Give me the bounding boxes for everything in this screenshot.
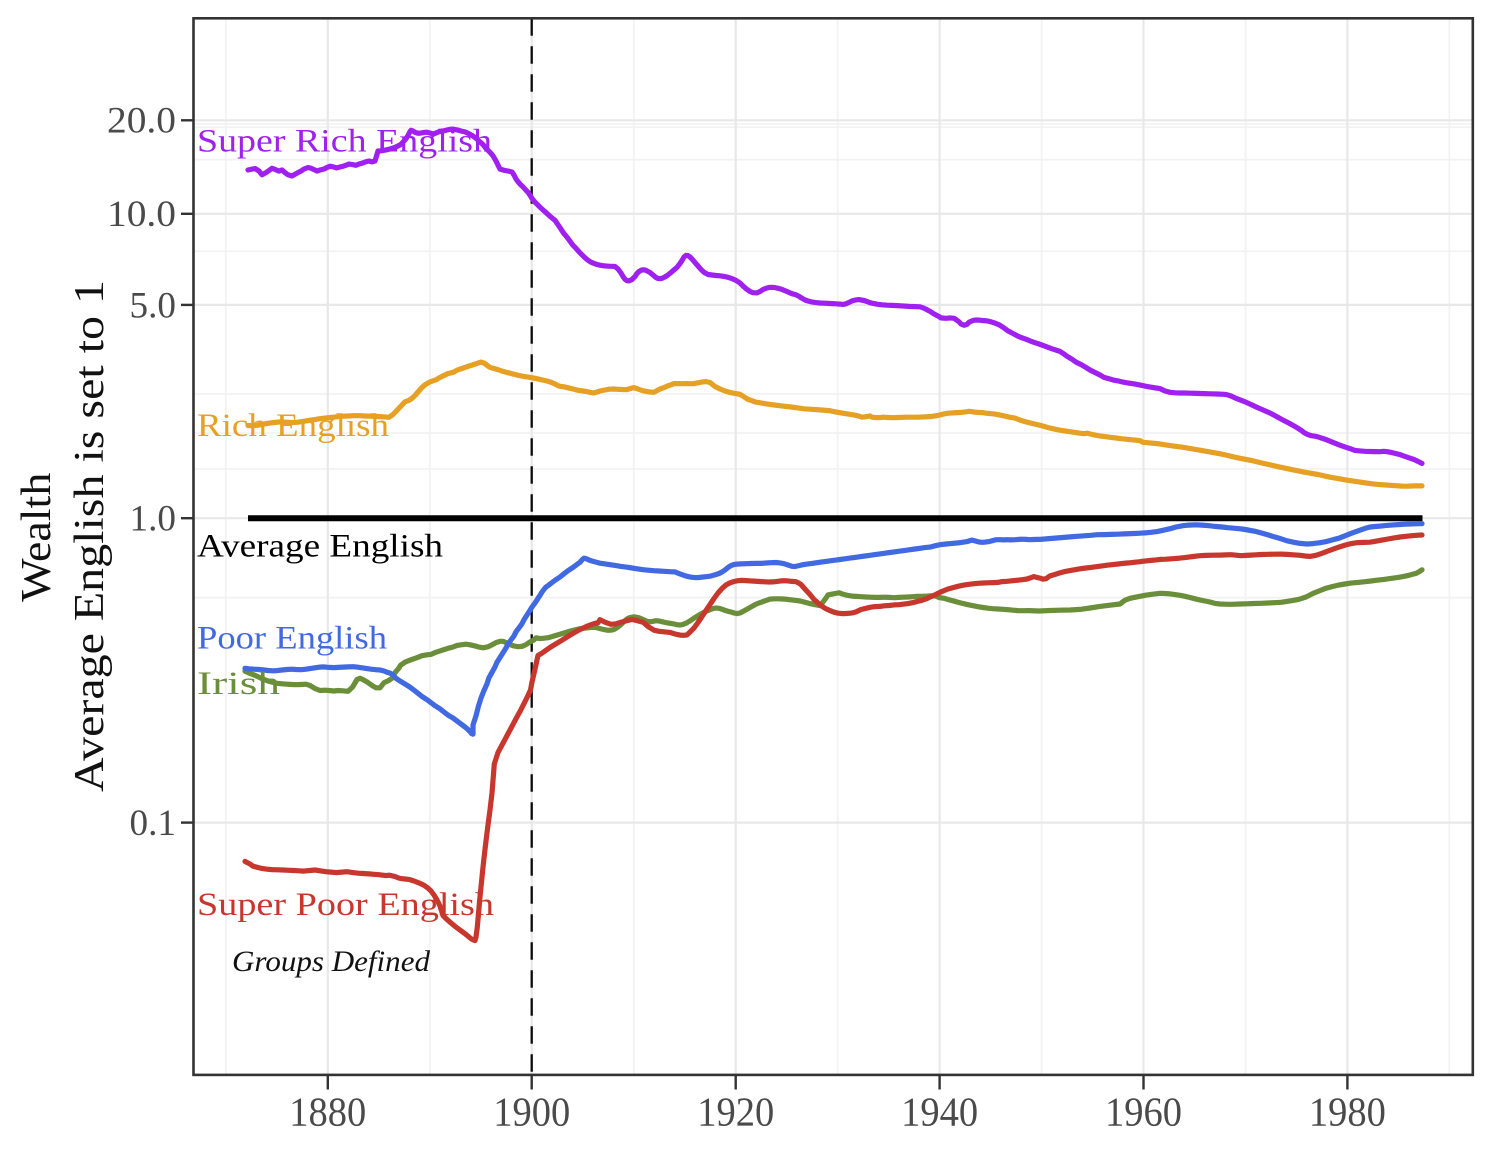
- svg-text:Irish: Irish: [197, 666, 281, 702]
- svg-text:Rich English: Rich English: [197, 408, 390, 444]
- svg-text:Average English: Average English: [197, 529, 444, 565]
- svg-text:Super Rich English: Super Rich English: [197, 124, 493, 160]
- svg-text:1940: 1940: [901, 1089, 978, 1135]
- svg-text:1980: 1980: [1309, 1089, 1386, 1135]
- svg-text:Poor English: Poor English: [197, 621, 388, 657]
- svg-text:Super Poor English: Super Poor English: [197, 887, 495, 923]
- svg-text:5.0: 5.0: [130, 285, 177, 326]
- svg-text:Groups Defined: Groups Defined: [232, 945, 431, 978]
- svg-text:Wealth: Wealth: [14, 473, 60, 602]
- svg-text:10.0: 10.0: [107, 194, 176, 235]
- svg-text:1.0: 1.0: [130, 499, 177, 540]
- svg-text:Average English is set to 1: Average English is set to 1: [67, 280, 113, 792]
- svg-text:1880: 1880: [289, 1089, 366, 1135]
- svg-text:0.1: 0.1: [130, 803, 177, 844]
- svg-text:20.0: 20.0: [107, 101, 176, 142]
- svg-text:1960: 1960: [1105, 1089, 1182, 1135]
- svg-text:1900: 1900: [493, 1089, 570, 1135]
- svg-text:1920: 1920: [697, 1089, 774, 1135]
